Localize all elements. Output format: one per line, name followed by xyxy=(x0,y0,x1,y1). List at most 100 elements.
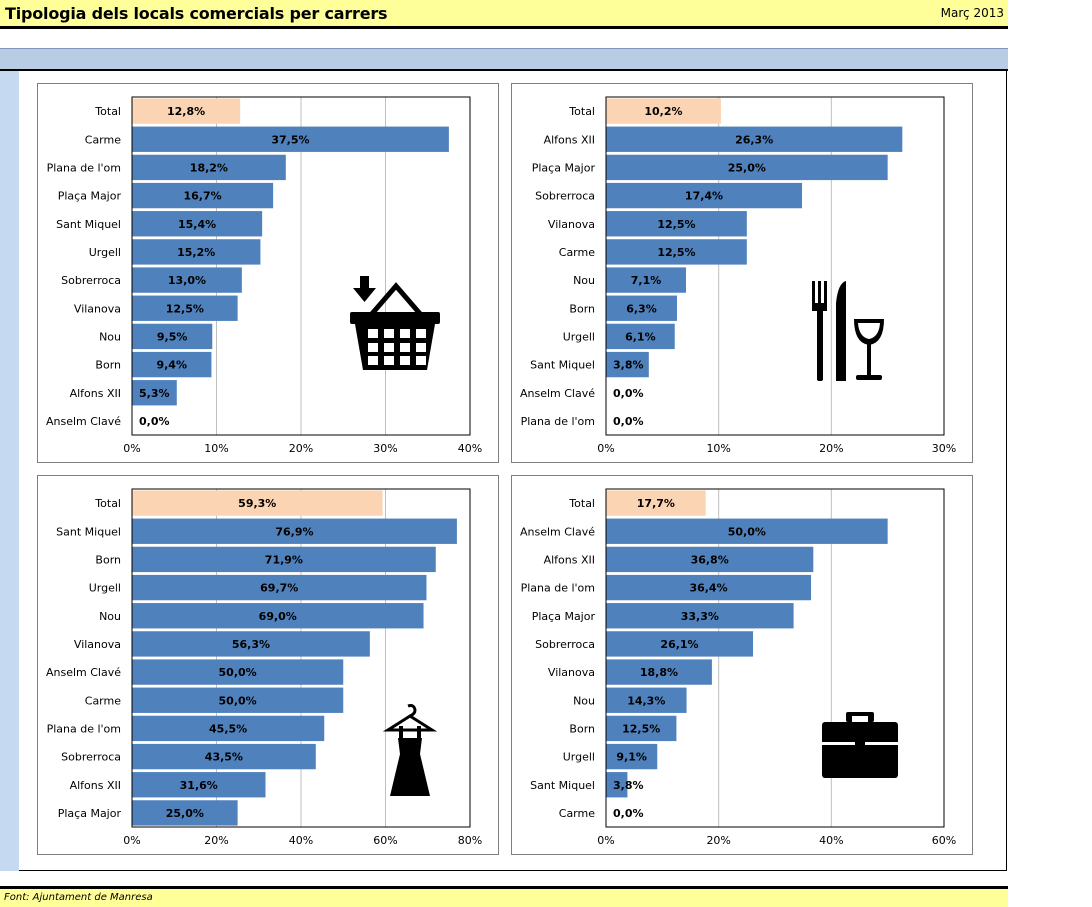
data-label: 9,1% xyxy=(616,751,647,764)
bar xyxy=(606,772,628,798)
bar xyxy=(132,239,261,265)
bar xyxy=(132,323,213,350)
data-label: 3,8% xyxy=(613,779,644,792)
category-label: Urgell xyxy=(89,582,121,595)
bar xyxy=(606,295,677,321)
category-label: Plana de l'om xyxy=(47,722,121,735)
data-label: 17,4% xyxy=(685,190,723,203)
data-label: 0,0% xyxy=(613,807,644,820)
data-label: 14,3% xyxy=(627,694,665,707)
tick-label: 0% xyxy=(123,442,140,455)
data-label: 36,8% xyxy=(691,553,729,566)
data-label: 7,1% xyxy=(631,274,662,287)
bar xyxy=(132,659,344,685)
data-label: 26,1% xyxy=(660,638,698,651)
category-label: Anselm Clavé xyxy=(46,666,121,679)
bar xyxy=(132,351,212,378)
category-label: Vilanova xyxy=(74,638,121,651)
category-label: Nou xyxy=(99,330,121,343)
bar xyxy=(606,603,794,629)
category-label: Vilanova xyxy=(548,218,595,231)
bar xyxy=(606,546,814,573)
category-label: Urgell xyxy=(563,330,595,343)
data-label: 12,5% xyxy=(657,218,695,231)
bar xyxy=(132,211,263,237)
briefcase-icon xyxy=(822,712,898,778)
bar xyxy=(132,267,242,293)
chart-svg: Total 17,7% Anselm Clavé 50,0% Alfons XII 36,… xyxy=(520,488,956,847)
category-label: Sant Miquel xyxy=(56,525,121,538)
chart-services: Total 17,7% Anselm Clavé 50,0% Alfons XII 36,… xyxy=(511,475,973,855)
bar xyxy=(132,772,266,798)
bar xyxy=(132,295,238,321)
data-label: 13,0% xyxy=(168,274,206,287)
data-label: 6,3% xyxy=(626,302,657,315)
category-label: Nou xyxy=(99,610,121,623)
charts-panel xyxy=(19,71,1007,871)
bar xyxy=(132,715,325,742)
bar xyxy=(132,126,449,152)
bar xyxy=(132,631,370,657)
bar xyxy=(132,518,457,544)
data-label: 59,3% xyxy=(238,497,276,510)
data-label: 6,1% xyxy=(625,330,656,343)
data-label: 50,0% xyxy=(219,666,257,679)
category-label: Plana de l'om xyxy=(521,415,595,428)
bar xyxy=(132,574,427,601)
bar xyxy=(132,687,344,713)
category-label: Born xyxy=(569,722,595,735)
bar xyxy=(132,154,286,181)
data-label: 69,0% xyxy=(259,610,297,623)
data-label: 45,5% xyxy=(209,722,247,735)
category-label: Urgell xyxy=(89,246,121,259)
category-label: Vilanova xyxy=(548,666,595,679)
category-label: Carme xyxy=(85,694,121,707)
chart-svg: Total 12,8% Carme 37,5% Plana de l'om 18,2% Pl… xyxy=(46,96,482,455)
category-label: Alfons XII xyxy=(544,133,595,146)
data-label: 9,4% xyxy=(156,359,187,372)
tick-label: 20% xyxy=(819,442,843,455)
tick-label: 20% xyxy=(204,834,228,847)
category-label: Sant Miquel xyxy=(530,359,595,372)
bar xyxy=(132,182,274,209)
plot-frame xyxy=(131,488,471,828)
data-label: 0,0% xyxy=(613,387,644,400)
bar xyxy=(606,182,803,209)
category-label: Plaça Major xyxy=(532,610,596,623)
category-label: Plaça Major xyxy=(58,190,122,203)
category-label: Urgell xyxy=(563,751,595,764)
tick-label: 40% xyxy=(819,834,843,847)
category-label: Plana de l'om xyxy=(521,582,595,595)
bar xyxy=(606,239,747,265)
data-label: 16,7% xyxy=(183,190,221,203)
category-label: Born xyxy=(569,302,595,315)
category-label: Sobrerroca xyxy=(535,190,595,203)
header-band: Tipologia dels locals comercials per car… xyxy=(0,0,1008,29)
category-label: Alfons XII xyxy=(544,553,595,566)
tick-label: 10% xyxy=(706,442,730,455)
category-label: Carme xyxy=(559,807,595,820)
bar xyxy=(132,380,177,406)
category-label: Plaça Major xyxy=(532,161,596,174)
data-label: 3,8% xyxy=(613,359,644,372)
total-bar xyxy=(606,490,706,516)
tick-label: 80% xyxy=(458,834,482,847)
data-label: 10,2% xyxy=(644,105,682,118)
plot-frame xyxy=(605,488,945,828)
bar xyxy=(606,126,903,152)
shopping-basket-icon xyxy=(350,276,440,370)
category-label: Anselm Clavé xyxy=(520,387,595,400)
data-label: 12,5% xyxy=(166,302,204,315)
category-label: Sant Miquel xyxy=(56,218,121,231)
category-label: Anselm Clavé xyxy=(520,525,595,538)
category-label: Vilanova xyxy=(74,302,121,315)
tick-label: 40% xyxy=(458,442,482,455)
category-label: Nou xyxy=(573,274,595,287)
dress-icon xyxy=(382,704,438,796)
category-label: Anselm Clavé xyxy=(46,415,121,428)
data-label: 71,9% xyxy=(265,553,303,566)
bar xyxy=(606,743,658,770)
category-label: Total xyxy=(568,105,595,118)
tick-label: 60% xyxy=(932,834,956,847)
data-label: 18,2% xyxy=(190,161,228,174)
